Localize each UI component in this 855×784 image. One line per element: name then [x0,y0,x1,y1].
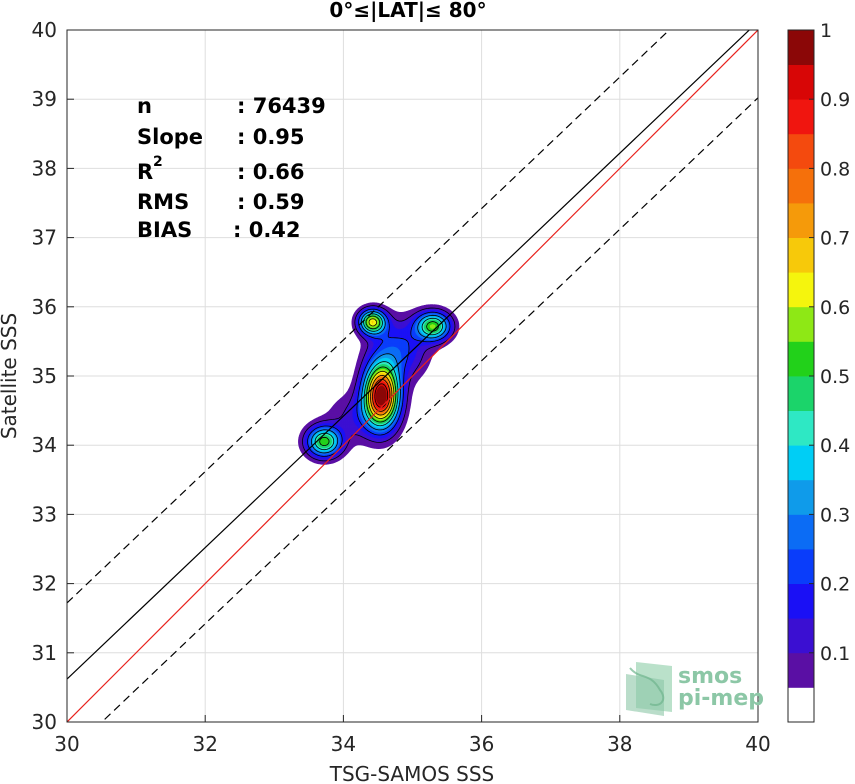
colorbar-swatch [788,306,814,342]
x-tick-label: 40 [745,732,770,756]
contour-band [375,385,387,406]
colorbar-swatch [788,445,814,481]
regression-line [67,30,751,680]
colorbar-tick-label: 1 [820,20,832,42]
colorbar-swatch [788,64,814,100]
y-tick-label: 30 [32,710,57,734]
y-tick-label: 31 [32,641,57,665]
upper-bound-line [67,30,671,604]
y-axis-label: Satellite SSS [0,313,21,439]
chart-title: 0°≤|LAT|≤ 80° [329,0,486,22]
colorbar-swatch [788,618,814,654]
stat-n-label: n [137,94,152,118]
x-tick-label: 34 [331,732,356,756]
logo-line1: smos [678,664,742,689]
one-to-one-line [67,30,758,722]
colorbar-swatch [788,203,814,238]
x-ticks: 30 32 34 36 38 40 [54,715,771,756]
x-tick-label: 38 [607,732,632,756]
contour-line [319,315,439,447]
y-tick-label: 40 [32,18,57,42]
colorbar-swatch [788,652,814,688]
colorbar-tick-label: 0.2 [820,574,850,596]
colorbar-tick-label: 0.5 [820,366,850,388]
stat-bias-label: BIAS [137,218,192,242]
colorbar-swatch [788,479,814,515]
stats-block: n : 76439 Slope : 0.95 R 2 : 0.66 RMS : … [137,94,326,242]
colorbar-tick-label: 0.7 [820,228,850,250]
stat-r2-sup: 2 [153,154,163,170]
grid [66,29,759,723]
stat-slope-value: : 0.95 [237,125,305,149]
colorbar-tick-label: 0.6 [820,297,850,319]
colorbar-swatch [788,583,814,619]
colorbar-swatch [788,168,814,204]
colorbar-swatch [788,376,814,411]
y-tick-label: 35 [32,364,57,388]
y-tick-label: 37 [32,226,57,250]
y-tick-label: 34 [32,433,57,457]
lower-bound-line [101,97,758,722]
colorbar-swatch [788,272,814,308]
stat-rms-label: RMS [137,190,189,214]
x-tick-label: 32 [192,732,217,756]
stat-n-value: : 76439 [237,94,326,118]
colorbar-tick-label: 0.1 [820,643,850,665]
colorbar-tick-label: 0.8 [820,158,850,180]
y-tick-label: 32 [32,572,57,596]
contour-line [302,305,456,462]
contour-line [310,311,447,454]
colorbar-swatch [788,410,814,446]
stat-rms-value: : 0.59 [237,190,305,214]
colorbar-tick-label: 0.4 [820,435,850,457]
y-tick-label: 36 [32,295,57,319]
colorbar-swatch [788,549,814,584]
contour-line [314,313,444,451]
colorbar-swatch [788,237,814,273]
smos-pi-mep-logo: smos pi-mep [626,662,764,716]
stat-r2-label: R [137,160,153,184]
colorbar-tick-label: 0.3 [820,504,850,526]
colorbar-swatch [788,687,814,723]
colorbar-swatch [788,133,814,169]
x-tick-label: 36 [469,732,494,756]
colorbar-swatch [788,514,814,550]
y-tick-label: 38 [32,156,57,180]
stat-r2-value: : 0.66 [237,160,305,184]
x-tick-label: 30 [54,732,79,756]
y-tick-label: 39 [32,87,57,111]
y-tick-label: 33 [32,502,57,526]
reference-lines [67,30,758,722]
y-ticks: 30 31 32 33 34 35 36 37 38 39 40 [32,18,74,734]
colorbar-swatch [788,30,814,65]
colorbar-swatch [788,341,814,377]
logo-line2: pi-mep [678,686,764,711]
colorbar: 0.1 0.2 0.3 0.4 0.5 0.6 0.7 0.8 0.9 1 [787,20,850,723]
stat-bias-value: : 0.42 [233,218,301,242]
colorbar-swatch [788,99,814,135]
stat-slope-label: Slope [137,125,203,149]
x-axis-label: TSG-SAMOS SSS [329,762,495,784]
colorbar-tick-label: 0.9 [820,89,850,111]
